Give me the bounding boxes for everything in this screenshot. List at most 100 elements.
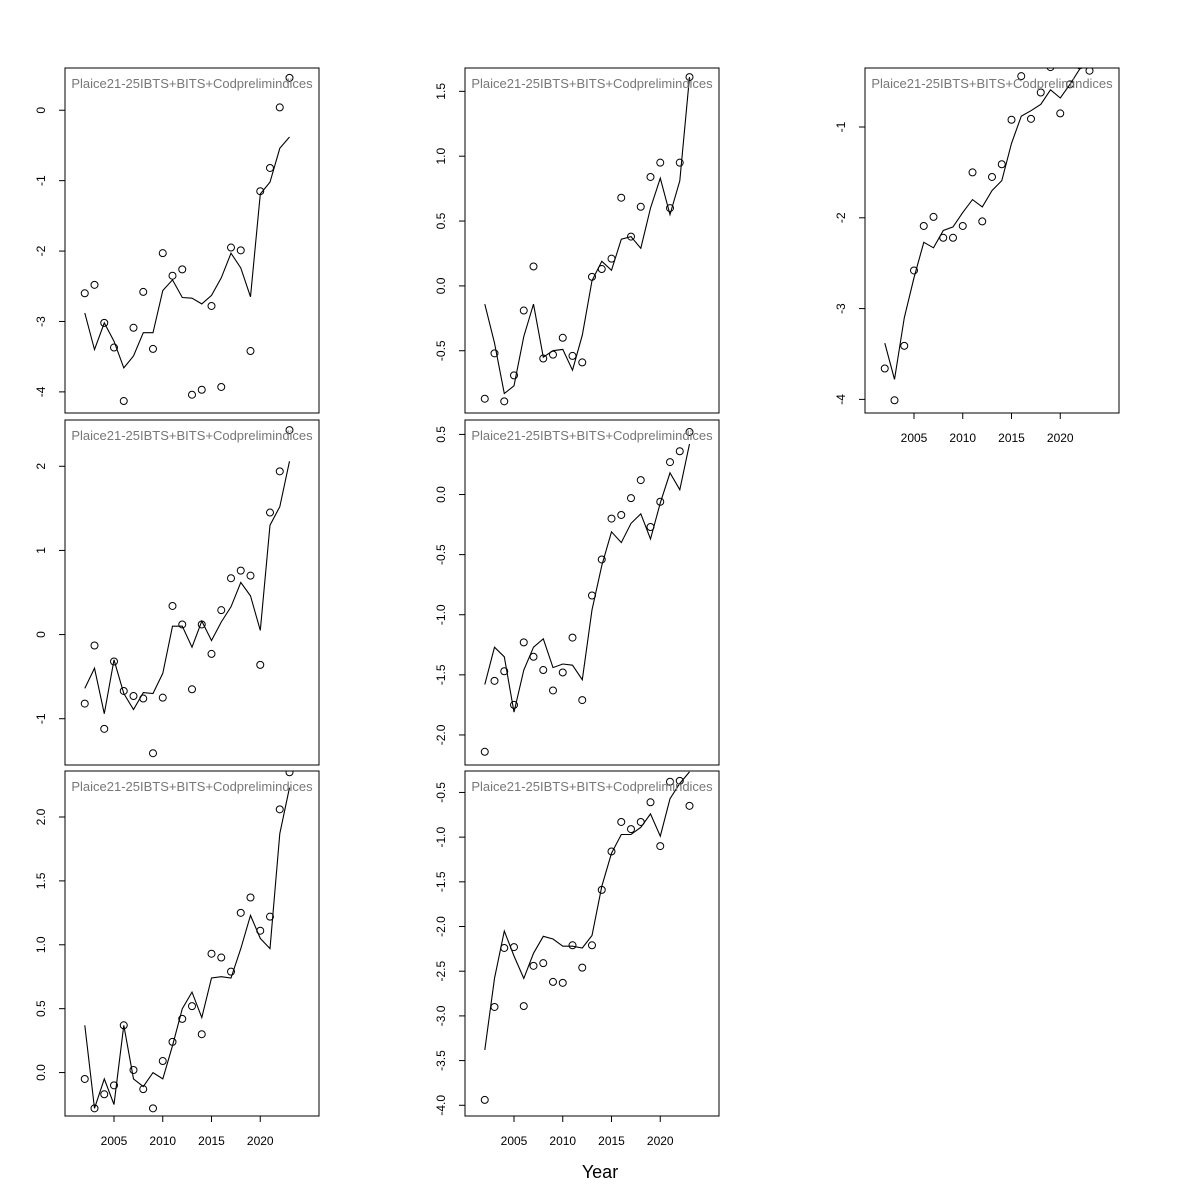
x-tick-label: 2005 [901, 431, 928, 445]
data-point [549, 686, 557, 695]
y-tick-label: -1 [34, 175, 48, 186]
data-point [480, 1095, 489, 1104]
data-point [275, 467, 284, 476]
panel-7: 2.0 1.5 1.0 0.5 0.0 2005 2010 2015 2020 Plaice21-… [34, 770, 320, 1148]
data-point [519, 306, 528, 315]
y-tick-label: 1.5 [434, 83, 448, 100]
y-tick-label: -2.5 [434, 961, 448, 982]
panel-title: Plaice21-25IBTS+BITS+Codprelimindices [71, 779, 313, 794]
data-point [490, 1002, 499, 1011]
data-point [90, 280, 99, 289]
data-point [636, 202, 645, 211]
plot-area: Plaice21-25IBTS+BITS+Codprelimindices [71, 426, 313, 758]
data-point [675, 776, 684, 785]
data-point [578, 963, 587, 972]
y-tick-label: -3 [834, 303, 848, 314]
data-point [978, 217, 987, 226]
data-point [646, 798, 655, 807]
x-axis-label: Year [582, 1162, 618, 1182]
fitted-line [484, 77, 691, 395]
data-point [110, 657, 118, 666]
data-point [646, 522, 655, 531]
data-point [119, 1021, 128, 1030]
data-point [236, 246, 245, 255]
data-point [500, 397, 509, 406]
data-point [617, 193, 626, 202]
data-point [578, 358, 587, 367]
data-point [217, 953, 226, 962]
data-point [80, 289, 89, 298]
data-point [227, 967, 235, 976]
data-point [910, 266, 918, 275]
data-point [139, 1085, 148, 1094]
data-point [1056, 109, 1065, 118]
data-point [1036, 88, 1045, 97]
data-point [1007, 115, 1016, 124]
data-point [207, 949, 216, 958]
y-tick-label: -1.0 [434, 826, 448, 847]
y-tick-label: 0.0 [34, 1064, 48, 1081]
data-point [158, 693, 167, 702]
data-point [80, 1074, 89, 1083]
data-point [588, 591, 596, 600]
data-point [685, 801, 694, 810]
y-tick-label: -1 [34, 713, 48, 724]
fitted-line [484, 771, 690, 1050]
panel-frame [864, 67, 1120, 414]
data-point [666, 204, 674, 213]
y-tick-label: -4 [834, 394, 848, 405]
data-point [549, 350, 557, 359]
data-point [519, 1002, 528, 1011]
y-tick-label: -2.0 [434, 724, 448, 745]
y-tick-label: -2.0 [434, 916, 448, 937]
data-point [139, 694, 148, 703]
data-point [510, 700, 518, 709]
data-point [656, 497, 665, 506]
data-point [539, 666, 548, 675]
plot-area: Plaice21-25IBTS+BITS+Codprelimindices [471, 771, 713, 1104]
plot-area: Plaice21-25IBTS+BITS+Codprelimindices [71, 73, 313, 406]
data-point [207, 301, 216, 310]
y-tick-label: 0 [34, 107, 48, 114]
data-point [997, 160, 1006, 169]
data-point [119, 397, 128, 406]
y-tick-label: -4 [34, 386, 48, 397]
x-tick-label: 2020 [1047, 431, 1074, 445]
panel-frame [464, 770, 720, 1117]
data-point [168, 1037, 177, 1046]
x-tick-label: 2005 [501, 1134, 528, 1148]
data-point [636, 817, 645, 826]
data-point [110, 343, 118, 352]
data-point [217, 606, 226, 615]
data-point [217, 382, 226, 391]
data-point [158, 1057, 167, 1066]
data-point [949, 233, 957, 242]
data-point [480, 394, 489, 403]
panel-title: Plaice21-25IBTS+BITS+Codprelimindices [471, 779, 713, 794]
y-tick-label: 2 [34, 463, 48, 470]
data-point [529, 652, 538, 661]
data-point [666, 458, 674, 467]
data-point [617, 510, 626, 519]
data-point [266, 508, 274, 517]
y-tick-label: 1.0 [434, 148, 448, 165]
data-point [285, 73, 294, 82]
data-point [568, 351, 577, 360]
y-tick-label: -1.0 [434, 604, 448, 625]
data-point [529, 961, 538, 970]
y-tick-label: 1 [34, 547, 48, 554]
data-point [597, 555, 606, 564]
fitted-line [84, 461, 291, 714]
data-point [188, 685, 196, 694]
data-point [1027, 114, 1035, 123]
data-point [285, 426, 294, 435]
y-tick-label: 0.5 [434, 426, 448, 443]
panel-frame [64, 419, 320, 766]
x-tick-label: 2020 [247, 1134, 274, 1148]
data-point [1085, 68, 1094, 75]
data-point [519, 638, 528, 647]
data-point [500, 667, 509, 676]
data-point [1076, 68, 1083, 70]
panel-2: 1.5 1.0 0.5 0.0 -0.5 Plaice21-25IBTS+BITS+Cod… [434, 67, 720, 414]
panel-1: 0 -1 -2 -3 -4 Plaice21-25IBTS+BITS+Codprelimi… [34, 67, 320, 414]
